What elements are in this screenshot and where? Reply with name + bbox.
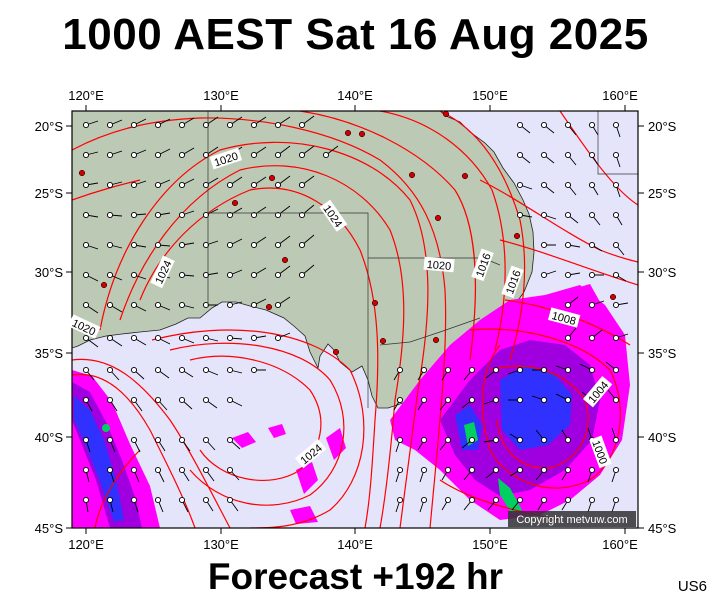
lon-tick-130-bottom: 130°E: [203, 537, 239, 552]
lon-tick-120: 120°E: [68, 88, 104, 103]
bottom-longitude-ticks: 120°E 130°E 140°E 150°E 160°E: [68, 537, 638, 552]
lon-tick-140-bottom: 140°E: [337, 537, 373, 552]
model-code: US6: [677, 578, 707, 595]
highs-dots: [78, 111, 617, 356]
lat-tick-25: 25°S: [35, 186, 64, 201]
lat-tick-20-right: 20°S: [648, 119, 677, 134]
lat-tick-35-right: 35°S: [648, 346, 677, 361]
isobar-label-1020-east: 1020: [426, 259, 451, 273]
top-longitude-ticks: 120°E 130°E 140°E 150°E 160°E: [68, 88, 638, 103]
barb-stations: [82, 121, 620, 504]
lat-tick-45: 45°S: [35, 521, 64, 536]
australia-landmass: [72, 111, 535, 409]
lat-tick-30: 30°S: [35, 265, 64, 280]
lat-tick-35: 35°S: [35, 346, 64, 361]
lon-tick-130: 130°E: [203, 88, 239, 103]
lon-tick-120-bottom: 120°E: [68, 537, 104, 552]
lon-tick-140: 140°E: [337, 88, 373, 103]
chart-title: 1000 AEST Sat 16 Aug 2025: [62, 10, 649, 59]
lat-tick-30-right: 30°S: [648, 265, 677, 280]
right-latitude-ticks: 20°S 25°S 30°S 35°S 40°S 45°S: [648, 119, 677, 536]
copyright-badge: Copyright metvuw.com: [508, 511, 636, 527]
lon-tick-150-bottom: 150°E: [472, 537, 508, 552]
copyright-text: Copyright metvuw.com: [516, 514, 627, 526]
lat-tick-40-right: 40°S: [648, 430, 677, 445]
lat-tick-25-right: 25°S: [648, 186, 677, 201]
forecast-label: Forecast +192 hr: [207, 556, 504, 597]
lon-tick-160-bottom: 160°E: [602, 537, 638, 552]
lat-tick-45-right: 45°S: [648, 521, 677, 536]
lon-tick-150: 150°E: [472, 88, 508, 103]
lon-tick-160: 160°E: [602, 88, 638, 103]
left-latitude-ticks: 20°S 25°S 30°S 35°S 40°S 45°S: [35, 119, 64, 536]
lat-tick-20: 20°S: [35, 119, 64, 134]
map-frame-ticks: [66, 105, 644, 534]
lat-tick-40: 40°S: [35, 430, 64, 445]
precipitation-field: [72, 284, 630, 528]
